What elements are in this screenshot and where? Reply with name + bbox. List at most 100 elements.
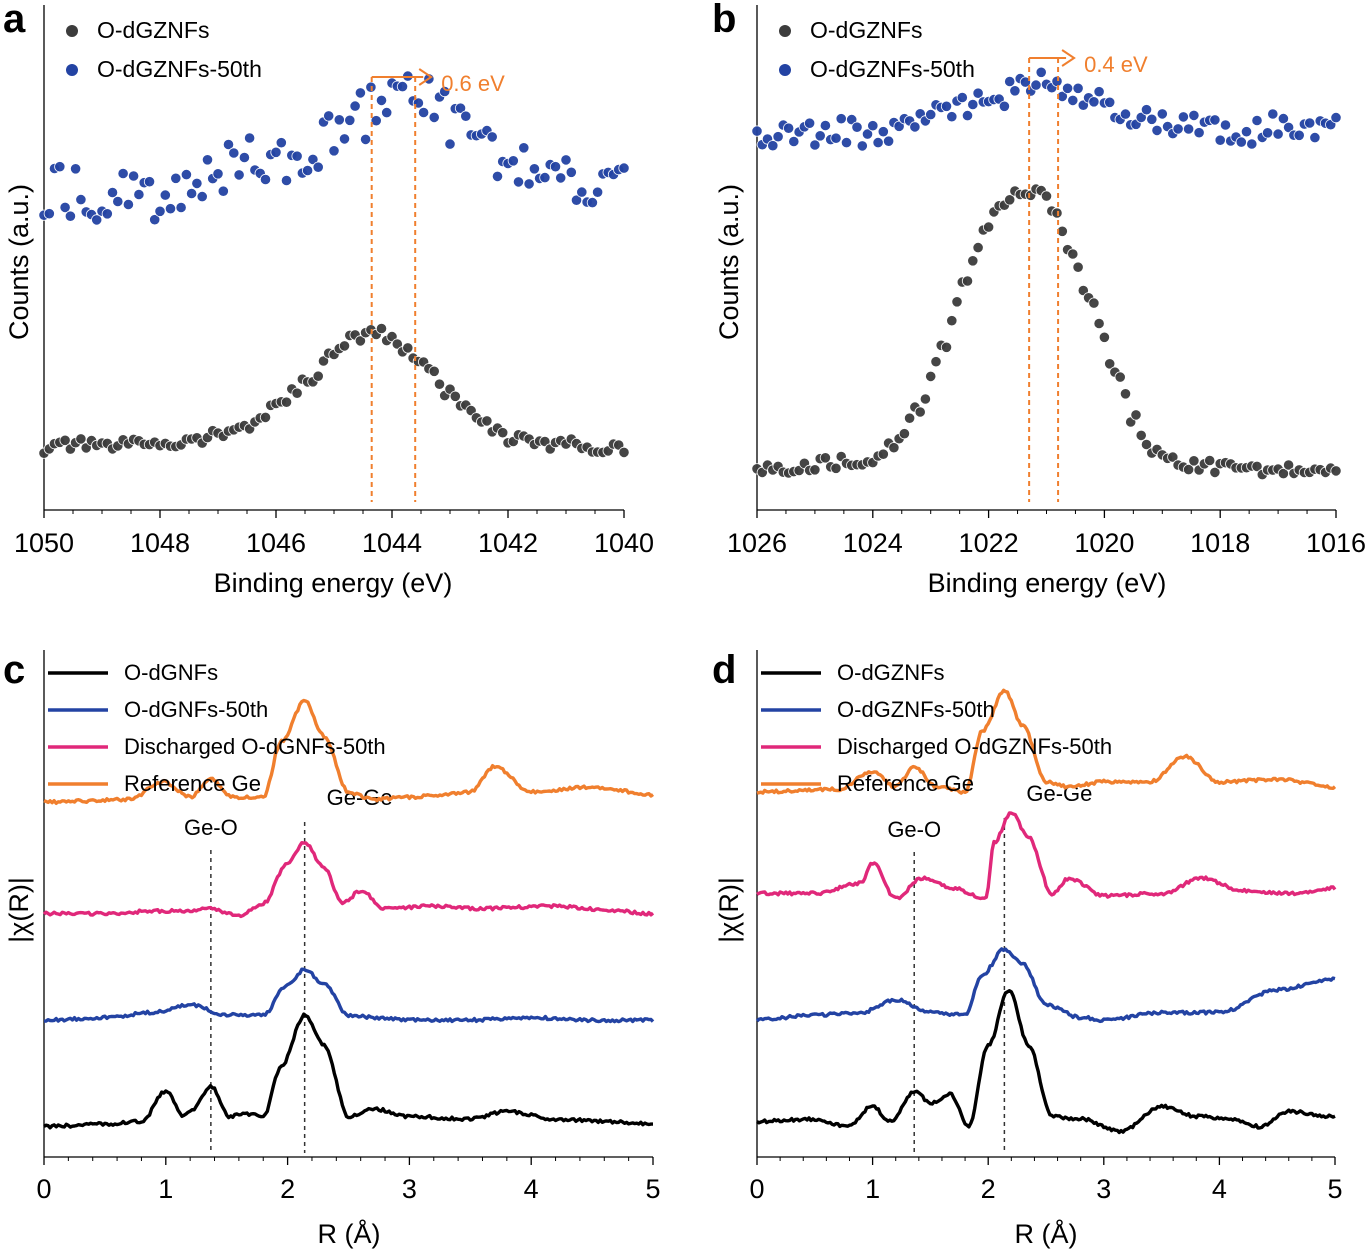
data-point: [961, 275, 974, 287]
data-point: [861, 128, 874, 140]
data-point: [43, 208, 55, 220]
data-point: [122, 198, 134, 211]
data-point: [930, 356, 942, 368]
data-point: [809, 464, 821, 476]
data-point: [1067, 248, 1079, 260]
data-point: [370, 115, 382, 127]
data-point: [159, 189, 171, 201]
series-O-dGZNFs: [751, 183, 1342, 481]
panel-b: b 1026 1024 1022 1020 1018 1016 Binding energy …: [712, 0, 1366, 598]
data-point: [301, 164, 314, 177]
data-point: [1140, 438, 1153, 451]
legend-label: O-dGZNFs: [837, 660, 945, 685]
data-point: [507, 155, 519, 167]
data-point: [846, 114, 858, 126]
x-tick-label: 4: [524, 1174, 539, 1204]
data-point: [1030, 79, 1042, 91]
data-point: [381, 107, 393, 119]
data-point: [359, 133, 372, 145]
data-point: [814, 130, 826, 142]
peak-label: Ge-O: [887, 817, 941, 842]
y-axis-label: Counts (a.u.): [714, 184, 744, 340]
data-point: [1219, 119, 1232, 131]
data-point: [1304, 117, 1316, 129]
data-point: [967, 98, 979, 111]
data-point: [454, 102, 467, 114]
data-point: [1183, 123, 1195, 135]
series-O-dGZNFs-50th: [38, 70, 630, 226]
legend-label: O-dGNFs: [124, 660, 218, 685]
legend-label: O-dGZNFs-50th: [837, 697, 995, 722]
data-point: [1151, 124, 1163, 136]
data-point: [909, 121, 921, 133]
data-point: [402, 342, 414, 354]
data-point: [275, 137, 287, 149]
data-point: [75, 194, 87, 206]
series-line-O-dGNFs-50th: [43, 967, 655, 1024]
data-point: [555, 172, 567, 184]
data-point: [338, 133, 351, 145]
data-point: [75, 433, 87, 445]
legend-marker: [779, 25, 791, 37]
data-point: [1072, 82, 1084, 94]
legend-marker: [66, 25, 78, 37]
data-point: [70, 163, 82, 175]
data-point: [809, 139, 821, 151]
x-tick-label: 1044: [362, 528, 422, 558]
legend-label: O-dGZNFs: [97, 17, 209, 43]
data-point: [1188, 455, 1200, 467]
data-point: [444, 138, 456, 150]
x-tick-label: 1048: [130, 528, 190, 558]
data-point: [244, 132, 256, 144]
data-point: [196, 191, 208, 203]
x-tick-label: 1050: [14, 528, 74, 558]
x-tick-label: 4: [1212, 1174, 1227, 1204]
series-O-dGZNFs: [38, 322, 630, 459]
data-point: [1051, 75, 1063, 87]
data-point: [782, 122, 795, 134]
data-point: [164, 203, 177, 215]
data-point: [391, 338, 403, 350]
data-point: [888, 442, 900, 454]
data-point: [217, 185, 229, 197]
legend-label: O-dGZNFs-50th: [810, 56, 975, 82]
panel-label: a: [3, 0, 26, 41]
data-point: [417, 106, 430, 119]
data-point: [1104, 96, 1116, 108]
data-point: [925, 370, 937, 382]
data-point: [867, 120, 879, 132]
data-point: [523, 178, 535, 190]
data-point: [486, 131, 498, 143]
data-point: [788, 135, 800, 148]
data-point: [618, 446, 630, 458]
data-point: [872, 137, 884, 149]
data-point: [946, 111, 958, 123]
data-point: [396, 81, 409, 93]
data-point: [481, 415, 493, 427]
data-point: [1119, 388, 1132, 400]
data-point: [803, 117, 816, 129]
data-point: [1188, 109, 1200, 122]
data-point: [280, 396, 293, 408]
data-point: [518, 142, 530, 154]
data-point: [1246, 138, 1258, 150]
legend-label: O-dGZNFs: [810, 17, 922, 43]
data-point: [570, 194, 583, 206]
data-point: [1019, 76, 1032, 88]
data-point: [233, 169, 245, 181]
data-point: [1004, 75, 1016, 88]
data-point: [344, 114, 356, 126]
data-point: [1235, 136, 1247, 148]
x-axis-label: Binding energy (eV): [928, 568, 1167, 598]
data-point: [539, 172, 551, 184]
data-point: [101, 208, 113, 220]
data-point: [375, 322, 388, 335]
x-tick-label: 1042: [478, 528, 538, 558]
data-point: [772, 131, 784, 143]
data-point: [1267, 108, 1279, 120]
data-point: [830, 462, 842, 474]
data-point: [428, 365, 440, 377]
data-point: [1156, 108, 1168, 120]
data-point: [280, 174, 293, 187]
series-O-dGZNFs-50th: [751, 66, 1342, 152]
